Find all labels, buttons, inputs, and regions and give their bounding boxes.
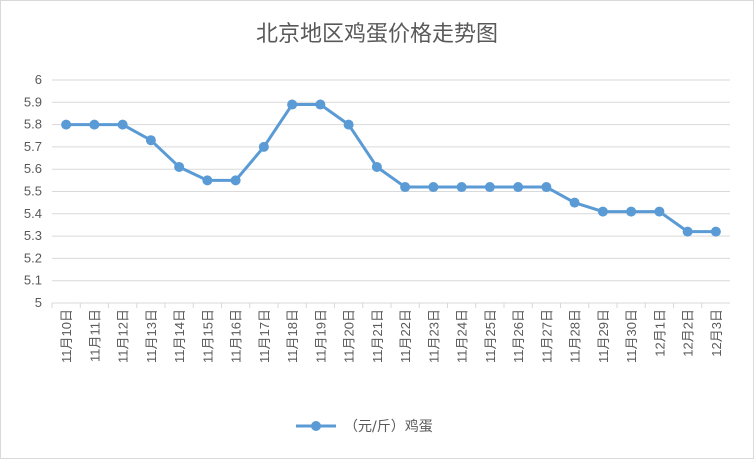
chart-title: 北京地区鸡蛋价格走势图 [255,22,498,47]
data-point [626,206,637,217]
y-tick-label: 5.8 [24,117,42,132]
x-tick-label: 11月28日 [568,309,583,363]
data-point [315,99,326,110]
gridlines [52,79,730,304]
x-tick-label: 11月14日 [172,309,187,363]
x-tick-label: 11月11日 [87,309,102,362]
y-tick-label: 5.5 [24,184,42,199]
x-tick-label: 12月2日 [681,309,696,357]
x-tick-label: 11月10日 [59,309,74,363]
series-line [66,103,716,234]
x-tick-label: 11月21日 [370,309,385,363]
data-point [61,119,72,130]
y-tick-label: 5 [35,295,42,310]
y-tick-label: 5.4 [24,206,42,221]
data-point [287,99,298,110]
data-point [145,135,156,146]
data-point [513,182,524,193]
x-axis-ticks: 11月10日 11月11日 11月12日 11月13日 11月14日 11月15日 11月1… [51,303,724,363]
data-point [258,141,269,152]
y-tick-label: 5.1 [24,273,42,288]
data-point [541,182,552,193]
y-tick-label: 6 [35,72,42,87]
x-tick-label: 11月27日 [539,309,554,363]
data-point [484,182,495,193]
data-point [710,226,721,237]
data-point [654,206,665,217]
data-point [89,119,100,130]
legend-label: （元/斤）鸡蛋 [344,418,433,435]
data-point [456,182,467,193]
data-point [682,226,693,237]
data-point [230,175,241,186]
data-point [569,197,580,208]
data-point [428,182,439,193]
x-tick-label: 11月20日 [342,309,357,363]
x-tick-label: 11月26日 [511,309,526,363]
data-point [202,175,213,186]
data-point [174,161,185,172]
x-tick-label: 11月18日 [285,309,300,363]
legend-marker [311,421,321,431]
x-tick-label: 11月13日 [144,309,159,363]
x-tick-label: 11月25日 [483,309,498,363]
x-tick-label: 11月17日 [257,309,272,363]
y-tick-label: 5.7 [24,139,42,154]
y-tick-label: 5.9 [24,94,42,109]
x-tick-label: 11月30日 [624,309,639,363]
x-tick-label: 11月19日 [313,309,328,363]
series-layer [61,99,721,237]
data-point [597,206,608,217]
x-tick-label: 11月12日 [116,309,131,363]
x-tick-label: 12月3日 [709,309,724,357]
data-point [371,161,382,172]
legend: （元/斤）鸡蛋 [296,418,433,435]
x-tick-label: 11月22日 [398,309,413,363]
y-axis-ticks: 5 5.1 5.2 5.3 5.4 5.5 5.6 5.7 5.8 5.9 6 [24,72,42,310]
x-tick-label: 11月16日 [229,309,244,363]
x-tick-label: 11月23日 [426,309,441,363]
data-point [400,182,411,193]
data-point [117,119,128,130]
y-tick-label: 5.2 [24,250,42,265]
x-tick-label: 11月24日 [455,309,470,363]
x-tick-label: 11月29日 [596,309,611,363]
data-point [343,119,354,130]
y-tick-label: 5.6 [24,161,42,176]
x-tick-label: 11月15日 [200,309,215,363]
x-tick-label: 12月1日 [652,309,667,357]
y-tick-label: 5.3 [24,228,42,243]
